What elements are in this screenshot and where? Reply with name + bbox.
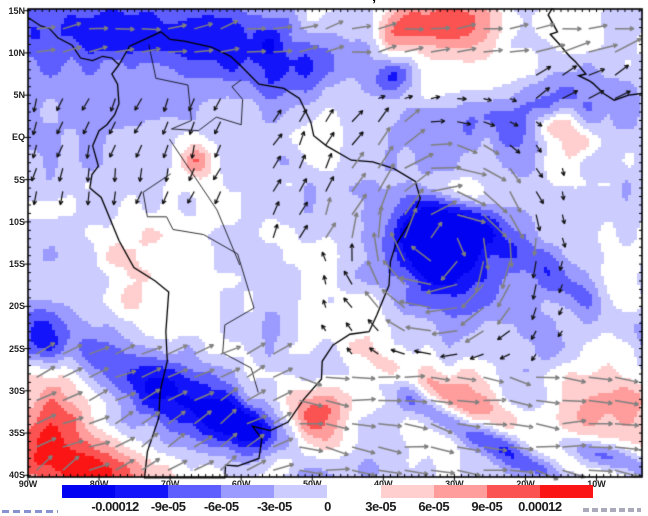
colorbar-level-label: 9e-05 xyxy=(471,499,503,514)
lat-tick-label: 30S xyxy=(8,385,25,396)
lon-tick-label: 30W xyxy=(445,479,464,489)
lon-tick-label: 40W xyxy=(374,479,393,489)
colorbar-segment xyxy=(539,485,593,498)
lat-tick-label: 25S xyxy=(8,343,25,354)
lat-tick-label: EQ xyxy=(11,132,25,143)
colorbar xyxy=(62,485,593,498)
lon-tick-label: 70W xyxy=(160,479,180,489)
lat-tick-label: 40S xyxy=(8,470,25,481)
lat-tick-label: 5N xyxy=(13,90,25,101)
clipped-footer-right-text xyxy=(583,508,641,512)
colorbar-segment xyxy=(486,485,540,498)
colorbar-segment xyxy=(115,485,169,498)
colorbar-segment xyxy=(168,485,222,498)
lat-tick-label: 10N xyxy=(8,47,25,58)
colorbar-segment xyxy=(380,485,434,498)
lon-tick-label: 90W xyxy=(18,479,38,489)
lat-tick-label: 5S xyxy=(13,174,25,185)
colorbar-segment xyxy=(221,485,275,498)
lon-tick-label: 80W xyxy=(89,479,109,489)
colorbar-level-label: -3e-05 xyxy=(257,499,292,514)
colorbar-level-label: 0.00012 xyxy=(518,499,562,514)
lon-tick-label: 50W xyxy=(302,479,322,489)
lat-tick-label: 20S xyxy=(8,301,25,312)
lon-tick-label: 20W xyxy=(516,479,535,489)
colorbar-level-label: 6e-05 xyxy=(418,499,450,514)
colorbar-segment xyxy=(433,485,487,498)
colorbar-segment xyxy=(274,485,328,498)
lon-tick-label: 10W xyxy=(587,479,606,489)
colorbar-level-label: -9e-05 xyxy=(150,499,186,514)
colorbar-level-label: -0.00012 xyxy=(91,499,139,514)
colorbar-level-label: 0 xyxy=(324,499,331,514)
lon-tick-label: 60W xyxy=(231,479,251,489)
colorbar-segment xyxy=(327,485,381,498)
lat-tick-label: 10S xyxy=(8,216,25,227)
lat-tick-label: 15S xyxy=(8,259,25,270)
colorbar-level-label: -6e-05 xyxy=(204,499,239,514)
colorbar-level-label: 3e-05 xyxy=(365,499,396,514)
lat-tick-label: 35S xyxy=(8,428,25,439)
colorbar-segment xyxy=(62,485,116,498)
lat-tick-label: 15N xyxy=(8,5,25,16)
clipped-footer-left-text xyxy=(2,510,58,513)
